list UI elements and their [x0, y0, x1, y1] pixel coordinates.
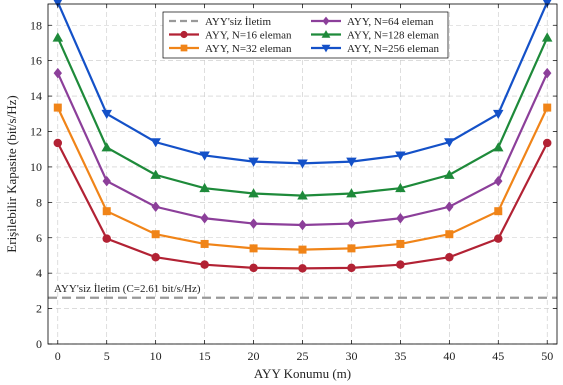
marker-circle — [298, 264, 307, 273]
x-tick-label: 10 — [150, 349, 162, 363]
marker-square — [250, 244, 258, 252]
marker-circle — [249, 264, 257, 273]
marker-circle — [151, 253, 160, 262]
y-tick-label: 2 — [36, 302, 42, 316]
x-tick-label: 0 — [55, 349, 61, 363]
marker-square — [54, 104, 62, 112]
marker-circle — [200, 260, 209, 269]
marker-circle — [347, 264, 356, 273]
baseline-annotation: AYY'siz İletim (C=2.61 bit/s/Hz) — [54, 283, 201, 295]
x-tick-label: 50 — [541, 349, 553, 363]
legend-label: AYY, N=32 eleman — [205, 43, 292, 55]
y-axis-label: Erişilebilir Kapasite (bit/s/Hz) — [4, 95, 19, 252]
x-tick-label: 20 — [248, 349, 260, 363]
x-tick-label: 25 — [297, 349, 309, 363]
x-tick-label: 40 — [443, 349, 455, 363]
marker-circle — [543, 139, 552, 148]
x-tick-label: 5 — [104, 349, 110, 363]
y-tick-label: 10 — [30, 160, 42, 174]
legend-label: AYY, N=128 eleman — [347, 30, 440, 42]
y-tick-label: 6 — [36, 231, 42, 245]
x-axis-label: AYY Konumu (m) — [254, 366, 351, 381]
marker-square — [299, 246, 307, 254]
marker-square — [103, 207, 111, 215]
marker-square — [201, 240, 209, 248]
marker-square — [396, 240, 404, 248]
legend-label: AYY'siz İletim — [205, 16, 271, 28]
legend-label: AYY, N=256 eleman — [347, 43, 440, 55]
marker-circle — [180, 31, 187, 38]
x-tick-label: 45 — [492, 349, 504, 363]
marker-square — [347, 244, 355, 252]
legend-label: AYY, N=64 eleman — [347, 16, 434, 28]
marker-circle — [396, 260, 405, 269]
y-tick-label: 4 — [36, 266, 42, 280]
y-tick-label: 8 — [36, 195, 42, 209]
x-tick-label: 30 — [345, 349, 357, 363]
y-tick-label: 14 — [30, 89, 42, 103]
y-tick-label: 16 — [30, 54, 42, 68]
marker-circle — [54, 139, 63, 148]
marker-circle — [494, 234, 503, 243]
x-tick-label: 15 — [199, 349, 211, 363]
y-tick-label: 18 — [30, 18, 42, 32]
marker-square — [181, 45, 188, 52]
y-tick-label: 12 — [30, 125, 42, 139]
marker-square — [152, 230, 160, 238]
marker-square — [494, 207, 502, 215]
marker-circle — [445, 253, 454, 262]
legend-label: AYY, N=16 eleman — [205, 30, 292, 42]
marker-square — [543, 104, 551, 112]
x-tick-label: 35 — [394, 349, 406, 363]
y-tick-label: 0 — [36, 337, 42, 351]
marker-square — [445, 230, 453, 238]
marker-circle — [102, 234, 111, 243]
